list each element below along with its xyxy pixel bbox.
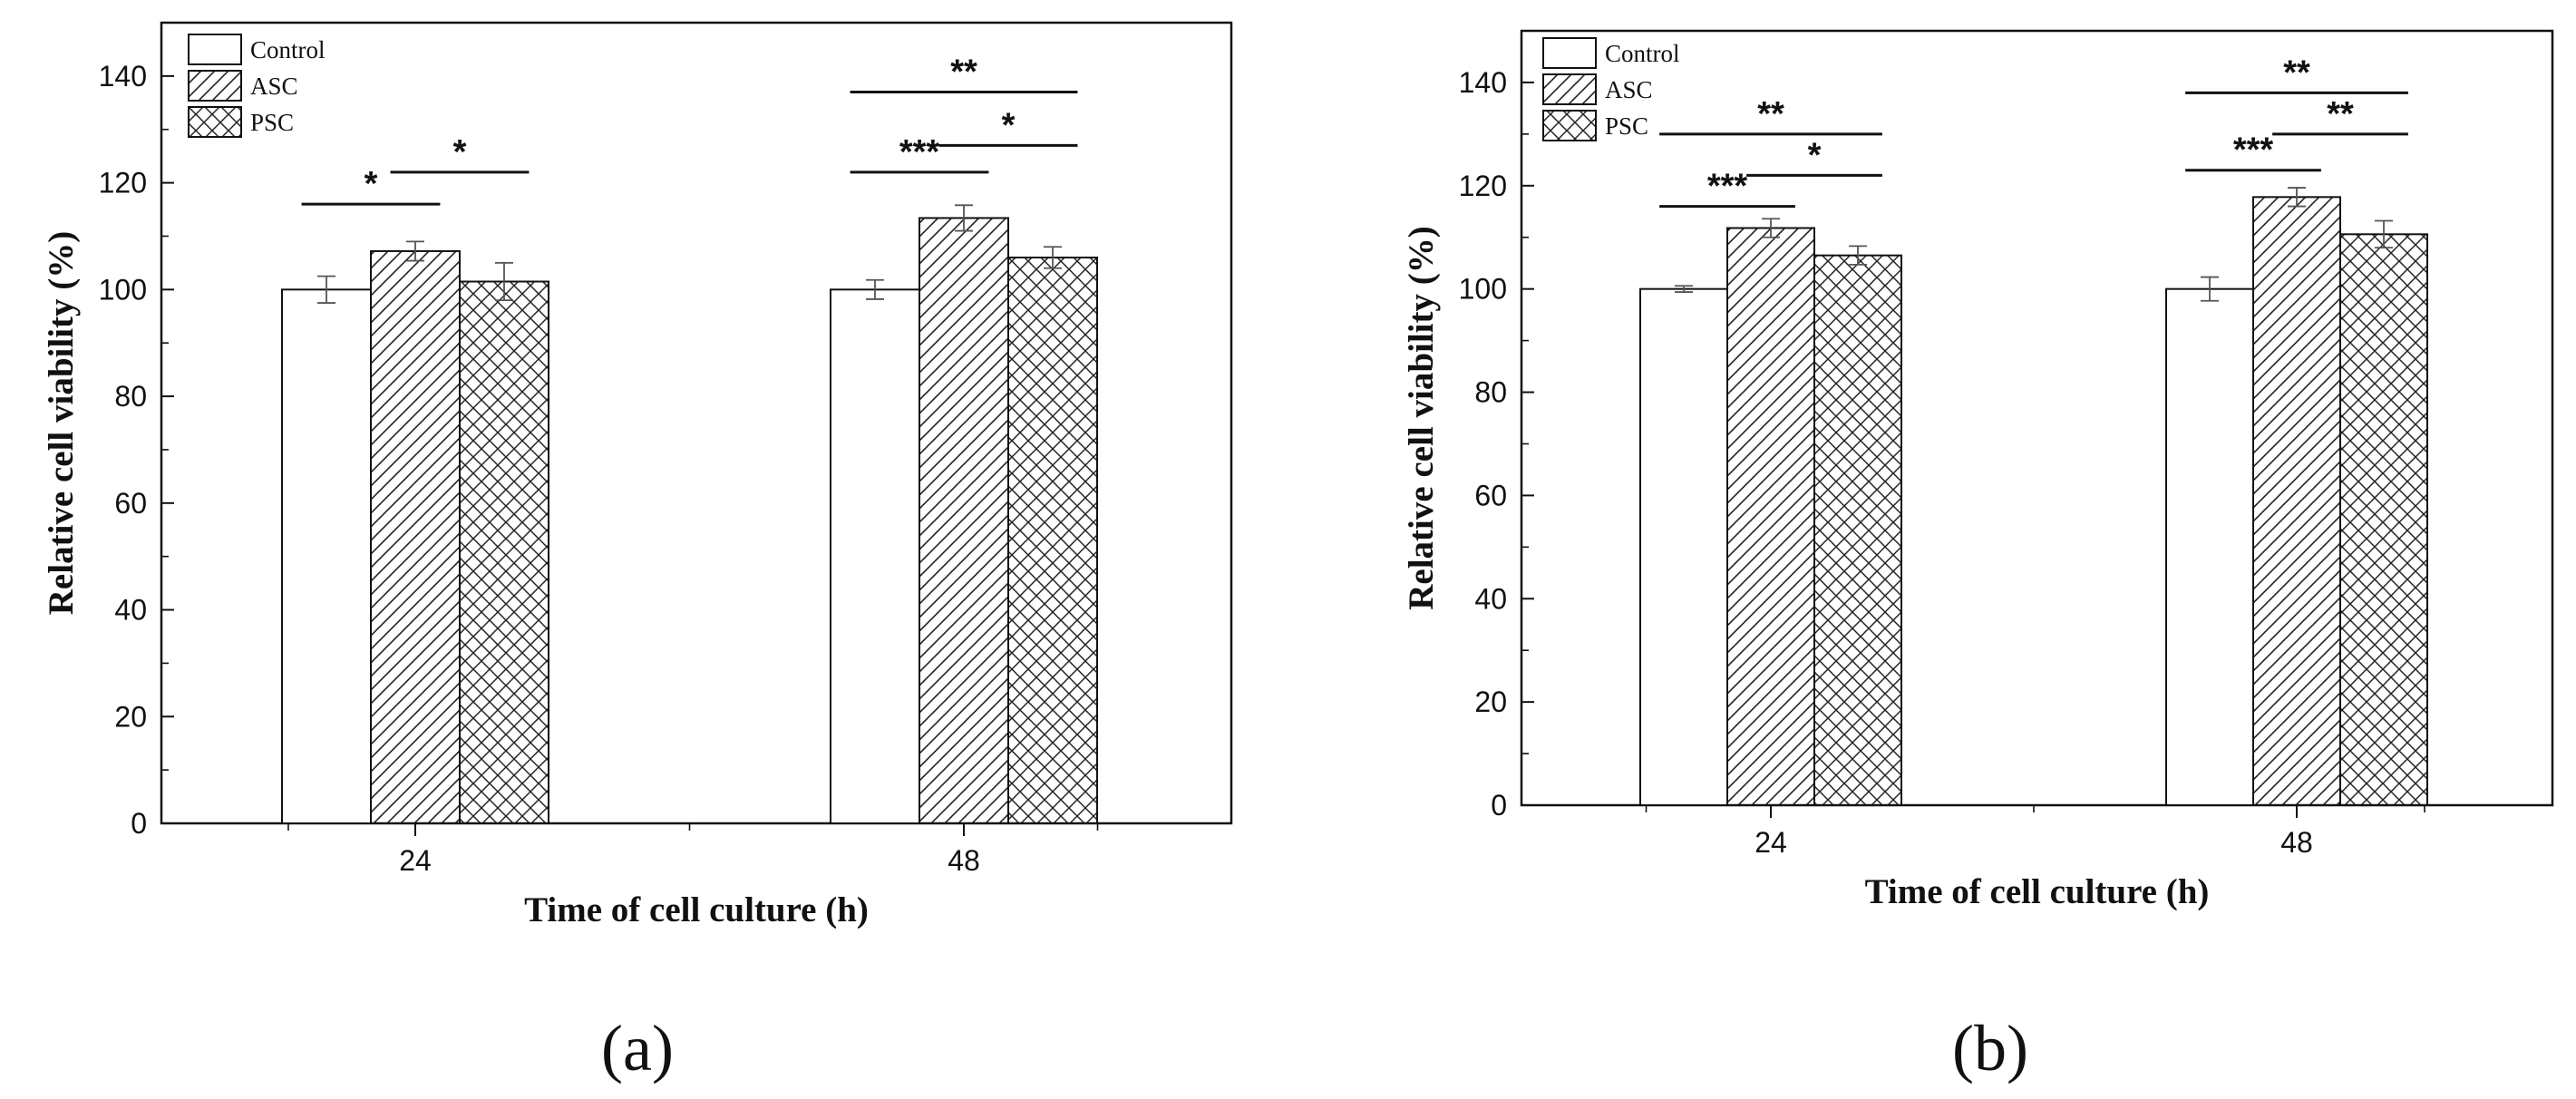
x-tick-label: 24 [1755,826,1787,859]
panel-label-a: (a) [601,1012,674,1084]
bar-asc-48 [919,217,1009,824]
y-tick-label: 40 [1474,582,1507,615]
y-tick-label: 20 [1474,686,1507,718]
y-tick-label: 140 [99,60,147,92]
bar-control-24 [281,288,372,825]
y-tick-label: 40 [114,594,147,627]
legend-swatch-asc [1542,73,1597,105]
y-tick-label: 0 [1491,789,1507,822]
y-tick-label: 60 [114,487,147,520]
legend-swatch-control [188,34,242,65]
bar-psc-24 [459,280,549,824]
x-axis-title: Time of cell culture (h) [1865,872,2210,911]
significance-label: ** [1757,95,1784,133]
significance-label: *** [1707,168,1748,206]
y-tick-label: 60 [1474,479,1507,511]
significance-label: * [1002,106,1016,144]
plot-frame [1520,29,2554,807]
bar-control-48 [2165,287,2254,806]
x-tick-label: 48 [2280,826,2313,859]
y-tick-label: 0 [131,807,147,840]
bar-asc-24 [370,249,461,824]
x-axis-title: Time of cell culture (h) [524,890,869,929]
y-tick-label: 120 [1459,170,1507,202]
legend-swatch-psc [188,106,242,138]
y-tick-label: 140 [1459,66,1507,99]
y-tick-label: 120 [99,167,147,199]
bar-psc-48 [2339,233,2428,806]
x-tick-label: 48 [948,844,980,877]
bar-control-48 [830,288,920,825]
bar-psc-24 [1813,254,1902,807]
panel-label-b: (b) [1952,1012,2028,1084]
y-axis-title: Relative cell viability (%) [42,231,81,615]
legend-swatch-asc [188,70,242,102]
bar-control-24 [1639,287,1728,806]
y-tick-label: 100 [1459,273,1507,306]
y-axis-title: Relative cell viability (%) [1402,226,1441,609]
significance-label: ** [950,53,977,92]
significance-label: *** [2233,131,2274,170]
bar-asc-24 [1726,227,1815,806]
significance-label: * [453,133,467,171]
significance-label: *** [899,133,940,171]
legend-swatch-psc [1542,110,1597,141]
legend-label-control: Control [1605,40,1680,67]
bar-asc-48 [2252,196,2341,807]
legend-label-psc: PSC [1605,112,1648,140]
significance-label: ** [2283,53,2310,92]
plot-frame [160,21,1233,825]
legend-label-asc: ASC [1605,76,1653,103]
y-tick-label: 80 [114,380,147,413]
significance-label: * [1808,136,1822,174]
bar-psc-48 [1007,257,1098,825]
y-tick-label: 80 [1474,376,1507,409]
significance-label: * [365,165,378,203]
legend-label-psc: PSC [250,109,294,136]
y-tick-label: 20 [114,700,147,733]
y-tick-label: 100 [99,273,147,306]
legend-swatch-control [1542,37,1597,69]
significance-label: ** [2327,95,2354,133]
x-tick-label: 24 [399,844,432,877]
legend-label-control: Control [250,36,326,63]
legend-label-asc: ASC [250,73,298,100]
